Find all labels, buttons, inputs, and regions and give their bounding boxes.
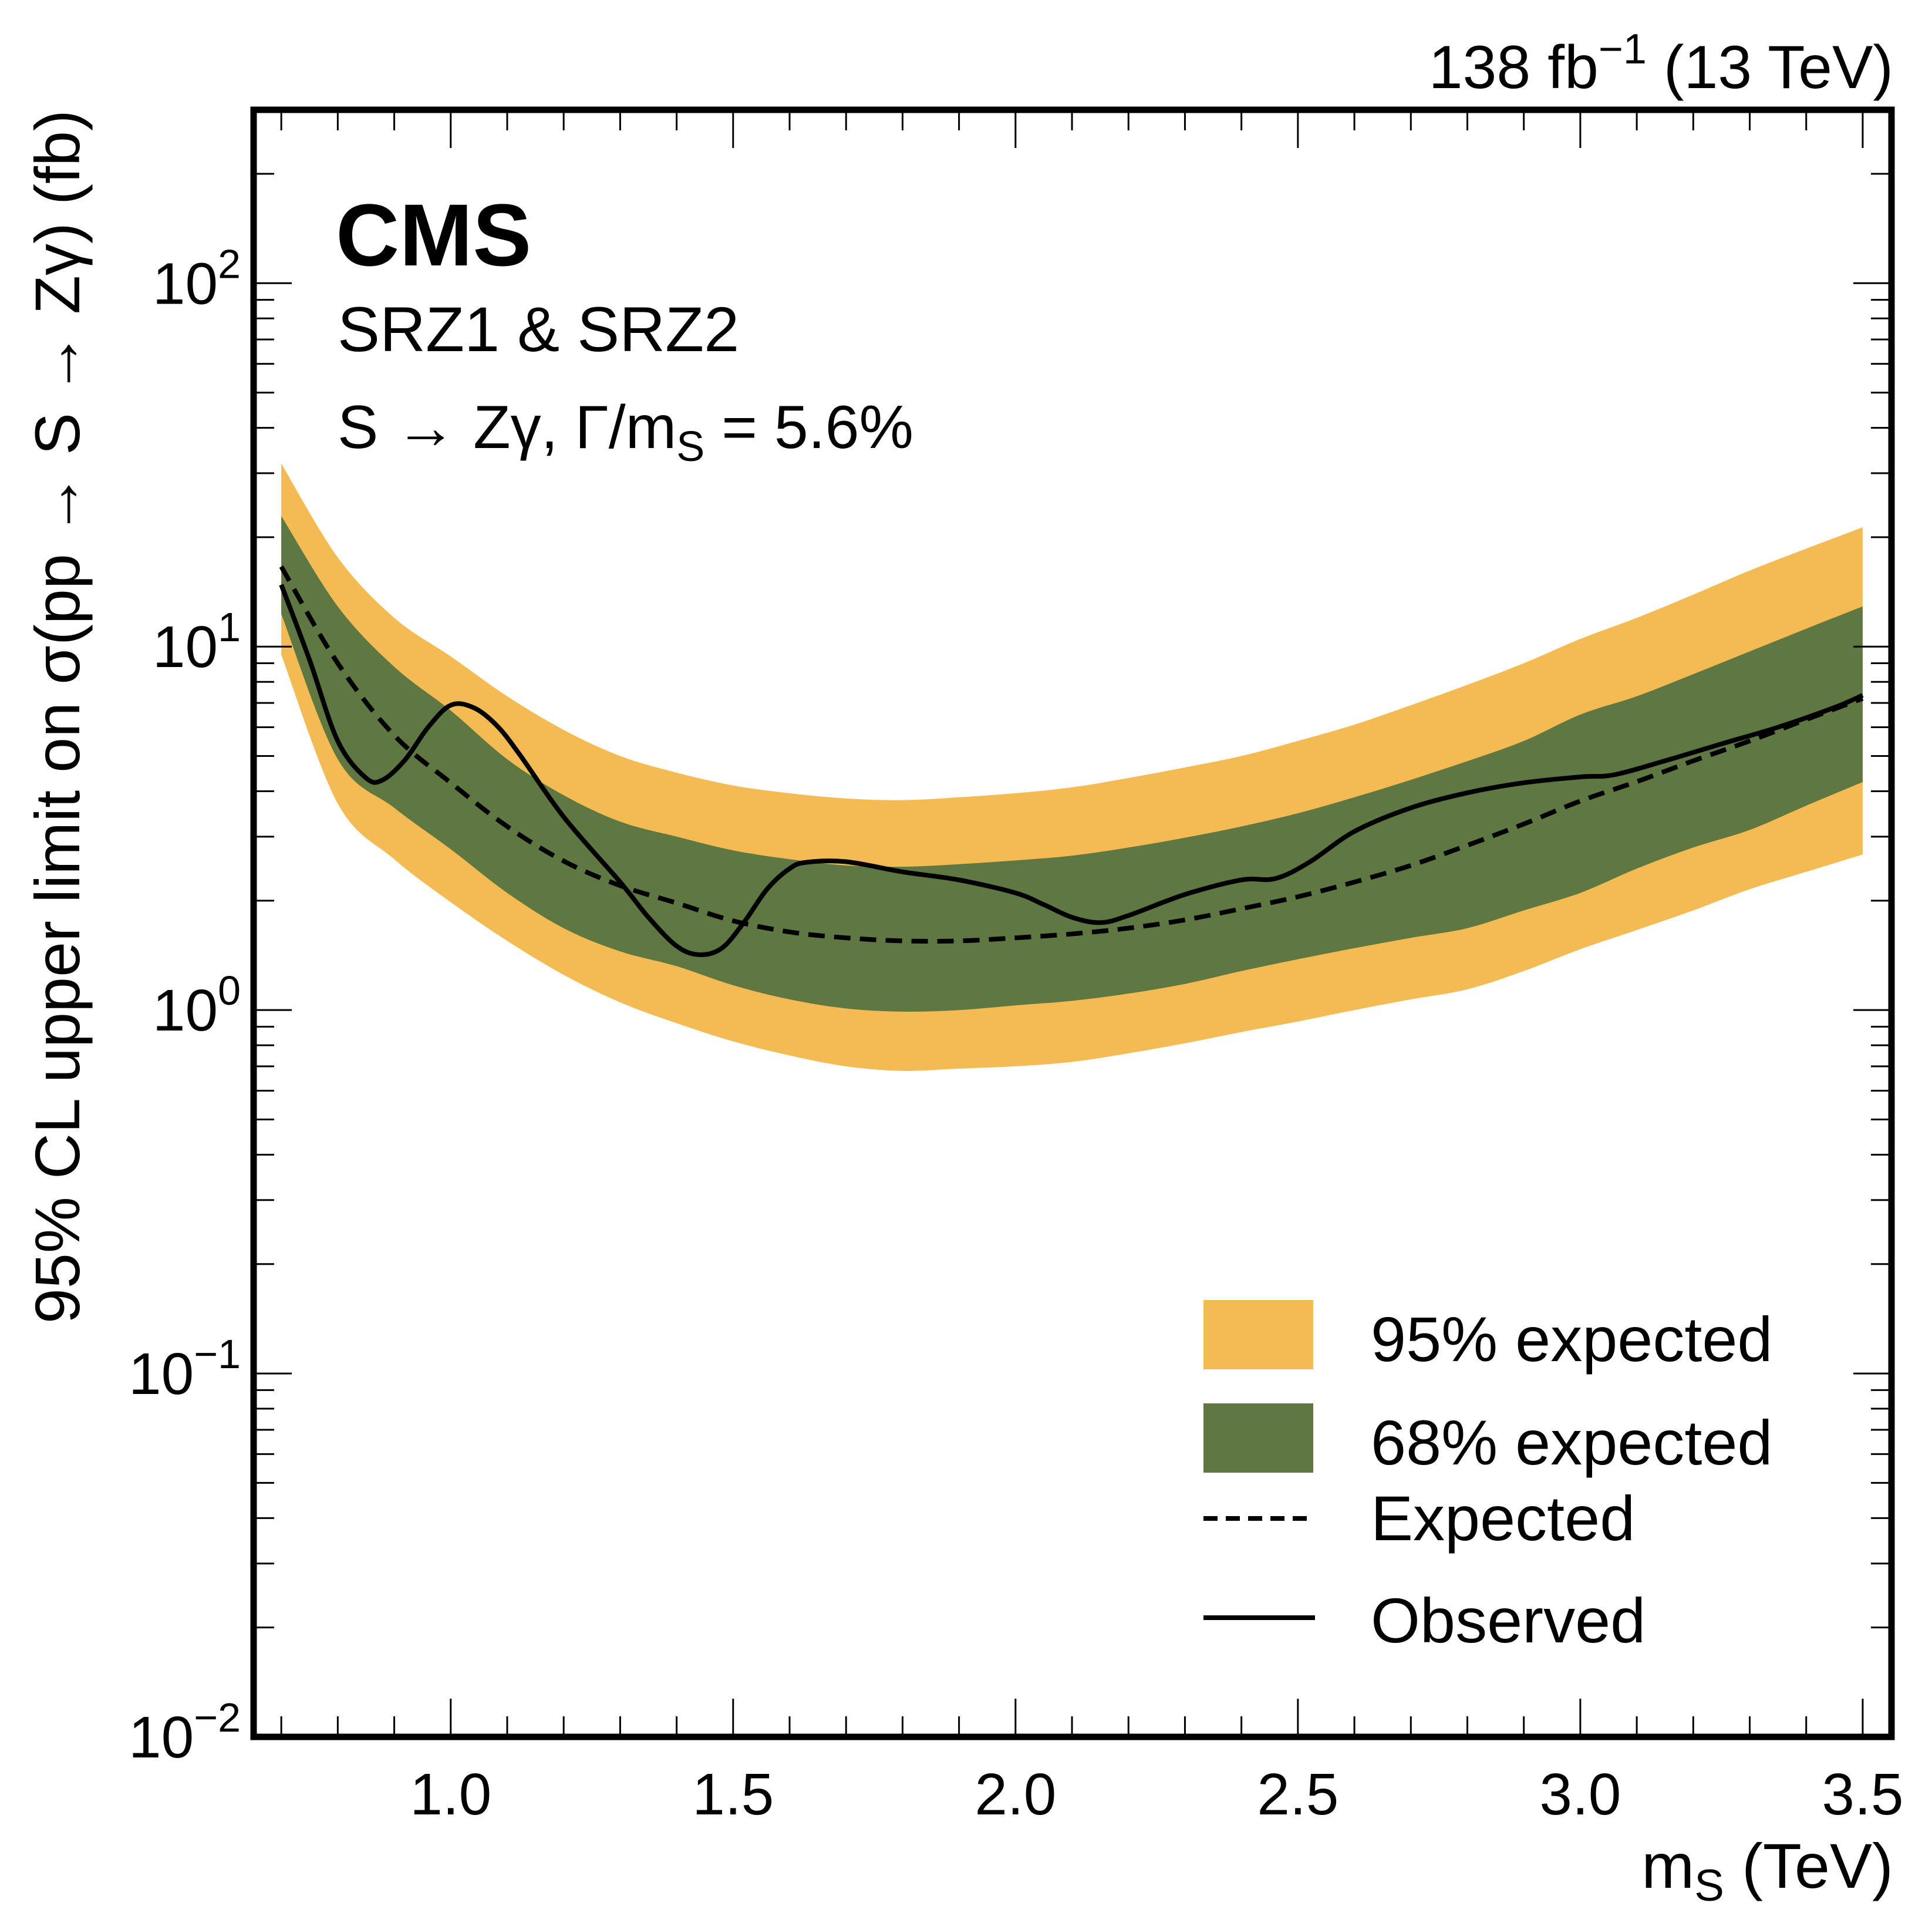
legend-label-95: 95% expected	[1371, 1304, 1773, 1375]
luminosity-label: 138 fb−1 (13 TeV)	[1429, 26, 1893, 102]
legend-label-expected: Expected	[1371, 1483, 1635, 1554]
line-observed	[279, 584, 1864, 957]
x-tick-labels: 1.0 1.5 2.0 2.5 3.0 3.5	[410, 1762, 1903, 1827]
lines-layer	[279, 565, 1864, 957]
legend: 95% expected 68% expected Expected Obser…	[1203, 1300, 1773, 1656]
y-tick-labels: 10−2 10−1 100 101 102	[129, 241, 241, 1770]
legend-label-68: 68% expected	[1371, 1407, 1773, 1478]
x-tick-label: 2.5	[1257, 1762, 1338, 1827]
cms-label: CMS	[336, 186, 531, 284]
band-68-expected	[281, 516, 1863, 1012]
y-tick-label: 102	[153, 241, 241, 316]
y-axis-title: 95% CL upper limit on σ(pp → S → Zγ) (fb…	[22, 110, 93, 1324]
x-axis-title: mS (TeV)	[1641, 1830, 1893, 1906]
y-tick-label: 10−2	[129, 1695, 241, 1770]
x-tick-label: 3.5	[1822, 1762, 1903, 1827]
x-tick-label: 1.5	[692, 1762, 774, 1827]
line-expected	[279, 565, 1864, 944]
legend-swatch-68	[1203, 1403, 1313, 1473]
process-label: S → Zγ, Γ/mS = 5.6%	[338, 393, 913, 470]
bands-layer	[281, 463, 1863, 1071]
x-tick-label: 1.0	[410, 1762, 491, 1827]
y-tick-label: 10−1	[129, 1331, 241, 1407]
plot-frame	[250, 106, 1895, 1740]
x-tick-label: 2.0	[975, 1762, 1056, 1827]
legend-swatch-95	[1203, 1300, 1313, 1369]
legend-label-observed: Observed	[1371, 1585, 1646, 1656]
region-label: SRZ1 & SRZ2	[338, 294, 739, 365]
x-tick-label: 3.0	[1539, 1762, 1621, 1827]
y-tick-label: 100	[153, 968, 241, 1043]
y-tick-label: 101	[153, 604, 241, 680]
